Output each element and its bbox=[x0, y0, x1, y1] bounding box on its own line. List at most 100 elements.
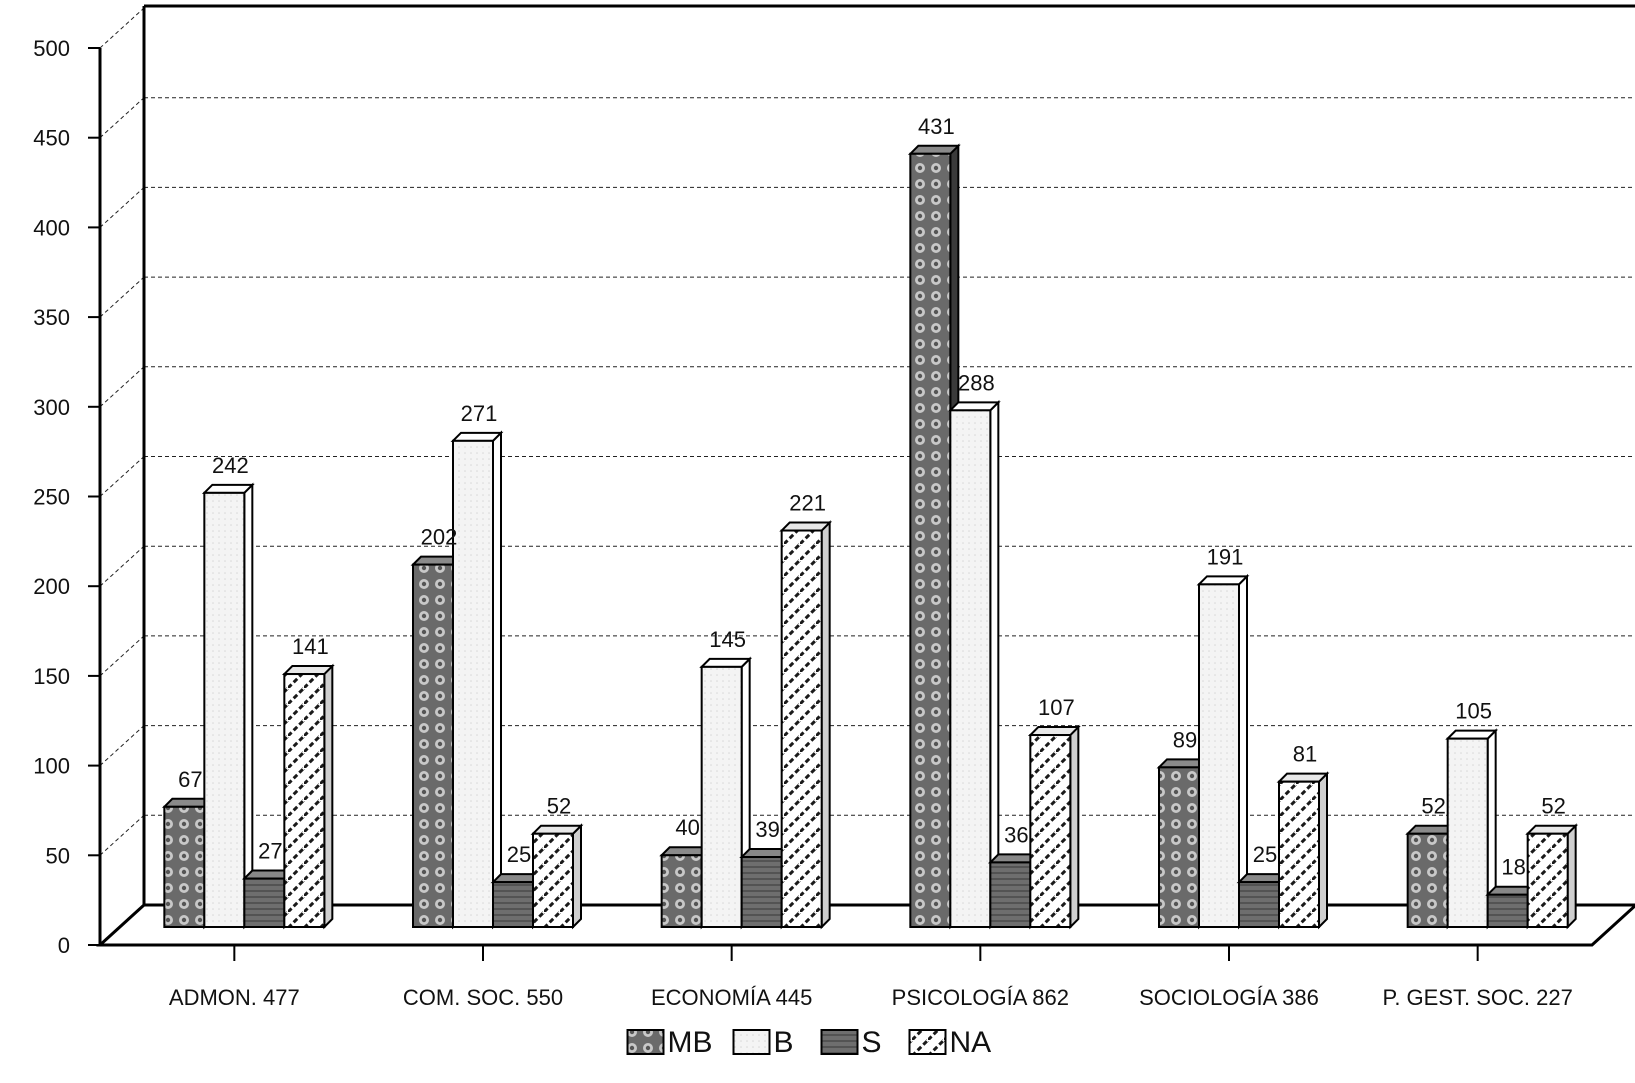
grid-diagonal bbox=[99, 456, 145, 497]
data-label: 27 bbox=[258, 839, 282, 864]
bar-top bbox=[1525, 824, 1579, 835]
y-tick-label: 500 bbox=[33, 36, 70, 61]
data-label: 18 bbox=[1501, 855, 1525, 880]
bar-front bbox=[1278, 780, 1320, 928]
data-label: 202 bbox=[421, 525, 458, 550]
bar-b bbox=[947, 399, 1001, 930]
data-label: 288 bbox=[958, 370, 995, 395]
grid-diagonal bbox=[99, 187, 145, 228]
data-label: 431 bbox=[918, 114, 955, 139]
bar-front bbox=[1029, 734, 1072, 928]
data-label: 242 bbox=[212, 453, 249, 478]
bar-top bbox=[779, 521, 833, 532]
data-label: 52 bbox=[547, 794, 571, 819]
y-tick-label: 300 bbox=[33, 395, 70, 420]
bar-front bbox=[1526, 832, 1569, 928]
legend-swatch bbox=[732, 1029, 771, 1055]
bar-front bbox=[1446, 737, 1489, 928]
bar-b bbox=[699, 656, 753, 930]
bar-front bbox=[1238, 881, 1280, 929]
bar-na bbox=[1027, 724, 1081, 930]
grid-diagonal bbox=[99, 97, 145, 139]
bar-b bbox=[1445, 728, 1499, 930]
data-label: 36 bbox=[1004, 822, 1028, 847]
bar-front bbox=[203, 491, 246, 928]
data-label: 81 bbox=[1293, 742, 1317, 767]
bar-b bbox=[201, 482, 255, 930]
bar-side bbox=[243, 482, 254, 930]
legend: MB B S NA bbox=[626, 1026, 992, 1059]
data-label: 141 bbox=[292, 634, 329, 659]
legend-swatch bbox=[908, 1029, 947, 1055]
grid-diagonal bbox=[99, 545, 145, 587]
category-label: P. GEST. SOC. 227 bbox=[1382, 985, 1572, 1010]
legend-item-b: B bbox=[732, 1026, 794, 1059]
bar-top bbox=[1276, 772, 1330, 783]
bar-side bbox=[820, 520, 831, 930]
bar-top bbox=[530, 824, 584, 835]
bar-na bbox=[530, 823, 584, 930]
y-tick-label: 100 bbox=[33, 754, 70, 779]
bar-na bbox=[779, 520, 833, 930]
grid-layer bbox=[99, 7, 1635, 856]
data-label: 107 bbox=[1038, 695, 1075, 720]
bar-front bbox=[452, 439, 494, 928]
legend-label: NA bbox=[950, 1026, 992, 1059]
data-label: 52 bbox=[1541, 794, 1565, 819]
category-label: SOCIOLOGÍA 386 bbox=[1139, 985, 1319, 1010]
bar-front bbox=[949, 409, 992, 928]
bar-side bbox=[572, 823, 582, 930]
data-label: 25 bbox=[507, 842, 531, 867]
bar-front bbox=[1198, 583, 1240, 928]
y-tick-label: 50 bbox=[46, 843, 70, 868]
data-label: 40 bbox=[675, 815, 699, 840]
legend-item-mb: MB bbox=[626, 1026, 713, 1059]
bar-top bbox=[947, 401, 1001, 412]
legend-swatch bbox=[820, 1029, 859, 1055]
grid-diagonal bbox=[99, 7, 145, 49]
bar-front bbox=[243, 877, 286, 929]
data-label: 89 bbox=[1173, 727, 1197, 752]
bar-front bbox=[412, 563, 454, 928]
bar-front bbox=[740, 856, 783, 928]
y-tick-label: 400 bbox=[33, 215, 70, 240]
grid-diagonal bbox=[99, 635, 145, 677]
data-label: 52 bbox=[1421, 794, 1445, 819]
bar-side bbox=[1069, 724, 1080, 930]
bar-top bbox=[699, 657, 753, 668]
bar-top bbox=[907, 144, 961, 155]
legend-label: B bbox=[774, 1026, 794, 1059]
bars-layer bbox=[161, 143, 1579, 930]
y-tick-label: 0 bbox=[58, 933, 70, 958]
grid-diagonal bbox=[99, 814, 145, 856]
bar-front bbox=[283, 673, 326, 929]
bar-mb bbox=[161, 796, 215, 930]
data-label: 221 bbox=[789, 491, 826, 516]
bar-top bbox=[450, 431, 504, 442]
grid-diagonal bbox=[99, 725, 145, 766]
bar-top bbox=[281, 665, 335, 676]
bar-front bbox=[660, 854, 703, 928]
category-label: PSICOLOGÍA 862 bbox=[892, 985, 1069, 1010]
data-label: 145 bbox=[709, 627, 746, 652]
bar-front bbox=[532, 832, 574, 928]
bar-front bbox=[1406, 832, 1449, 928]
bar-top bbox=[201, 483, 255, 494]
y-tick-label: 350 bbox=[33, 305, 70, 330]
category-label: ECONOMÍA 445 bbox=[651, 985, 812, 1010]
bar-na bbox=[281, 663, 335, 930]
data-label: 67 bbox=[178, 767, 202, 792]
bar-front bbox=[989, 861, 1032, 929]
bar-front bbox=[1486, 893, 1529, 929]
legend-swatch bbox=[626, 1029, 665, 1055]
bar-front bbox=[1158, 766, 1200, 928]
bar-b bbox=[1196, 573, 1250, 930]
bar-na bbox=[1276, 771, 1330, 930]
data-label: 25 bbox=[1253, 842, 1277, 867]
legend-label: S bbox=[862, 1026, 882, 1059]
bar-front bbox=[163, 805, 206, 928]
y-tick-label: 150 bbox=[33, 664, 70, 689]
bar-side bbox=[1566, 823, 1577, 930]
